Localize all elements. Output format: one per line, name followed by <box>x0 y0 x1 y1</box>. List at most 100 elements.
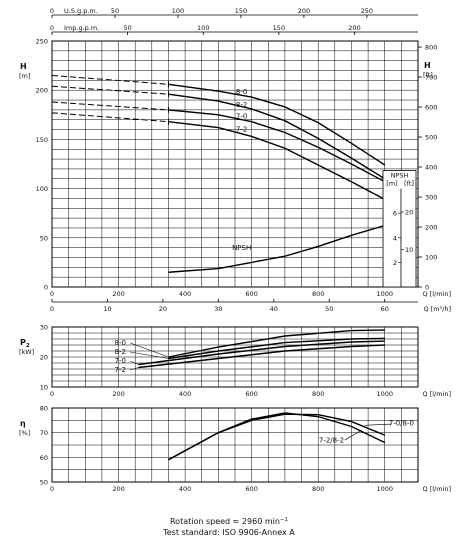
series-7-0-label: 7-0 <box>236 113 247 121</box>
right-axis-tick-label: 100 <box>425 254 437 262</box>
power-ytick-label: 20 <box>40 354 48 362</box>
efficiency-xtick-label: 0 <box>50 485 54 493</box>
power-xtick-label: 0 <box>50 390 54 398</box>
power-ytick-label: 10 <box>40 384 48 392</box>
top-axis-tick-label: 250 <box>361 7 373 15</box>
power-xtick-label: 400 <box>179 390 191 398</box>
head-xtick-label: 200 <box>112 290 124 298</box>
head-ytick-label: 200 <box>36 87 48 95</box>
m3h-axis-label: Q [m³/h] <box>423 305 451 313</box>
right-axis-tick-label: 500 <box>425 134 437 142</box>
series-7-0-leader <box>130 360 139 365</box>
top-axis-tick-label: 100 <box>197 24 209 32</box>
efficiency-yunit: [%] <box>19 429 30 437</box>
series-8-0-line <box>168 83 386 166</box>
top-axis-tick-label: 150 <box>273 24 285 32</box>
efficiency-ytick-label: 50 <box>40 479 48 487</box>
rotation-speed-label: Rotation speed ≈ 2960 min <box>170 517 280 526</box>
power-panel: 10 20 30 0 200 400 600 800 1000 Q [l/min] P2[kW] 8-… <box>19 324 451 399</box>
top-axis-label: Imp.g.p.m. <box>64 24 99 32</box>
m3h-axis-tick-label: 50 <box>325 305 333 313</box>
head-ytick-label: 150 <box>36 136 48 144</box>
right-axis-tick-label: 700 <box>425 74 437 82</box>
power-ytick-label: 30 <box>40 324 48 332</box>
power-xtick-label: 800 <box>312 390 324 398</box>
power-xtick-label: 600 <box>245 390 257 398</box>
series-7-0-extension <box>51 101 169 111</box>
series-8-2-label: 8-2 <box>114 348 125 356</box>
npsh-ft-tick-label: 20 <box>405 209 413 217</box>
head-yunit: [m] <box>19 72 30 80</box>
series-7-2-line <box>138 344 385 369</box>
series-7-2/8-2-leader <box>344 429 362 441</box>
test-standard-text: Test standard: ISO 9906-Annex A <box>162 528 295 537</box>
rotation-speed-text: Rotation speed ≈ 2960 min−1 <box>170 517 288 526</box>
series-7-2-label: 7-2 <box>114 366 125 374</box>
m3h-axis-tick-label: 0 <box>50 305 54 313</box>
series-8-0-label: 8-0 <box>114 339 125 347</box>
series-7-2-line <box>168 120 386 201</box>
efficiency-xtick-label: 800 <box>312 485 324 493</box>
efficiency-ytick-label: 60 <box>40 454 48 462</box>
efficiency-frame <box>51 407 419 483</box>
efficiency-xtick-label: 1000 <box>376 485 393 493</box>
top-axis-tick-label: 200 <box>298 7 310 15</box>
top-axis-tick-label: 200 <box>348 24 360 32</box>
series-7-0-label: 7-0 <box>114 357 125 365</box>
right-axis-tick-label: 0 <box>425 284 429 292</box>
right-axis-tick-label: 600 <box>425 104 437 112</box>
efficiency-xlabel: Q [l/min] <box>422 485 451 493</box>
top-axis-tick-label: 150 <box>235 7 247 15</box>
top-axis-tick-label: 50 <box>111 7 119 15</box>
series-8-2-line <box>168 93 386 180</box>
right-axis-label: H <box>424 61 431 70</box>
efficiency-ytick-label: 80 <box>40 405 48 413</box>
top-axis-tick-label: 100 <box>172 7 184 15</box>
series-8-0-leader <box>130 342 169 358</box>
series-8-2-line <box>168 337 385 360</box>
top-axis-label: U.S.g.p.m. <box>64 7 98 15</box>
head-xlabel: Q [l/min] <box>422 290 451 298</box>
series-8-0-label: 8-0 <box>236 88 247 96</box>
efficiency-ytick-label: 70 <box>40 429 48 437</box>
series-7-2-extension <box>51 112 169 123</box>
head-xtick-label: 1000 <box>376 290 393 298</box>
head-ytick-label: 100 <box>36 185 48 193</box>
head-ytick-label: 0 <box>44 284 48 292</box>
npsh-axis-unit-ft: [ft] <box>404 180 414 188</box>
series-7-0/8-0-label: 7-0/8-0 <box>389 419 414 427</box>
npsh-m-tick-label: 6 <box>393 210 397 218</box>
series-NPSH-line <box>168 224 385 273</box>
power-xlabel: Q [l/min] <box>422 390 451 398</box>
series-8-2-extension <box>51 85 169 95</box>
m3h-axis-tick-label: 20 <box>159 305 167 313</box>
m3h-axis-tick-label: 30 <box>214 305 222 313</box>
power-ylabel-sub: 2 <box>26 343 30 349</box>
npsh-axis-unit-m: [m] <box>386 180 397 188</box>
top-axis-tick-label: 0 <box>50 24 54 32</box>
efficiency-xtick-label: 600 <box>245 485 257 493</box>
head-xtick-label: 800 <box>312 290 324 298</box>
power-ylabel: P2 <box>20 338 30 349</box>
npsh-ft-tick-label: 10 <box>405 246 413 254</box>
power-xtick-label: 200 <box>112 390 124 398</box>
npsh-m-tick-label: 2 <box>393 259 397 267</box>
right-axis-tick-label: 800 <box>425 44 437 52</box>
power-xtick-label: 1000 <box>376 390 393 398</box>
head-ytick-label: 250 <box>36 38 48 46</box>
efficiency-xtick-label: 400 <box>179 485 191 493</box>
right-axis-tick-label: 300 <box>425 194 437 202</box>
series-8-0-line <box>168 329 385 358</box>
power-frame <box>51 326 419 388</box>
head-frame <box>51 40 419 288</box>
series-8-0-extension <box>51 74 169 85</box>
rotation-speed-exponent: −1 <box>280 517 288 523</box>
series-NPSH-label: NPSH <box>232 244 251 252</box>
series-8-2-label: 8-2 <box>236 101 247 109</box>
npsh-axis-box <box>382 170 417 288</box>
efficiency-ylabel: η <box>20 419 26 428</box>
npsh-m-tick-label: 4 <box>393 234 397 242</box>
head-xtick-label: 400 <box>179 290 191 298</box>
